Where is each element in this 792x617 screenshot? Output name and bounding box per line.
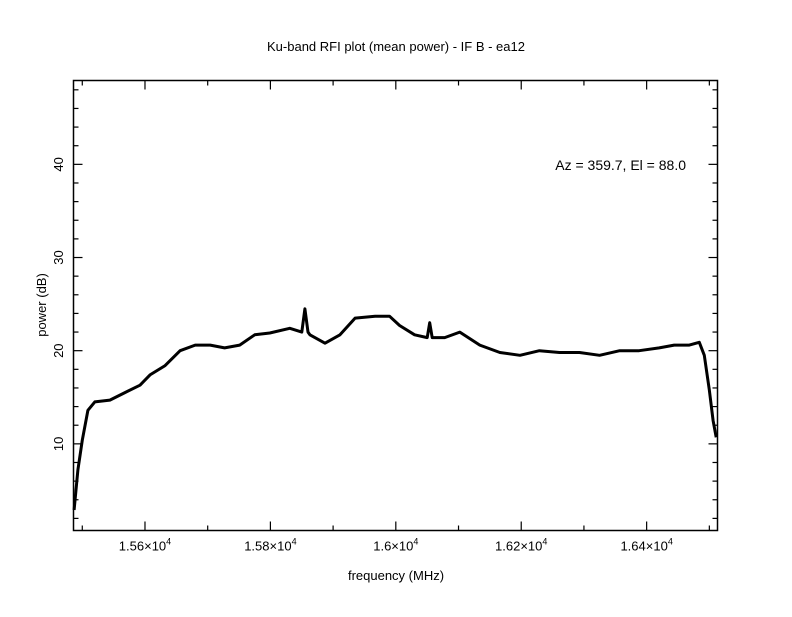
x-tick-label: 1.58×104 (244, 537, 296, 554)
y-axis-label: power (dB) (34, 273, 49, 337)
y-tick-label: 40 (51, 157, 66, 171)
plot-frame (72, 79, 719, 532)
x-tick-label: 1.62×104 (495, 537, 547, 554)
y-tick-label: 20 (51, 343, 66, 357)
series-line (72, 307, 718, 511)
x-axis-label: frequency (MHz) (348, 568, 444, 583)
x-tick-label: 1.56×104 (119, 537, 171, 554)
chart-annotation: Az = 359.7, El = 88.0 (555, 157, 686, 173)
y-tick-label: 30 (51, 250, 66, 264)
x-tick-label: 1.6×104 (373, 537, 418, 554)
y-tick-label: 10 (51, 437, 66, 451)
chart-title: Ku-band RFI plot (mean power) - IF B - e… (267, 39, 525, 54)
x-tick-label: 1.64×104 (620, 537, 672, 554)
